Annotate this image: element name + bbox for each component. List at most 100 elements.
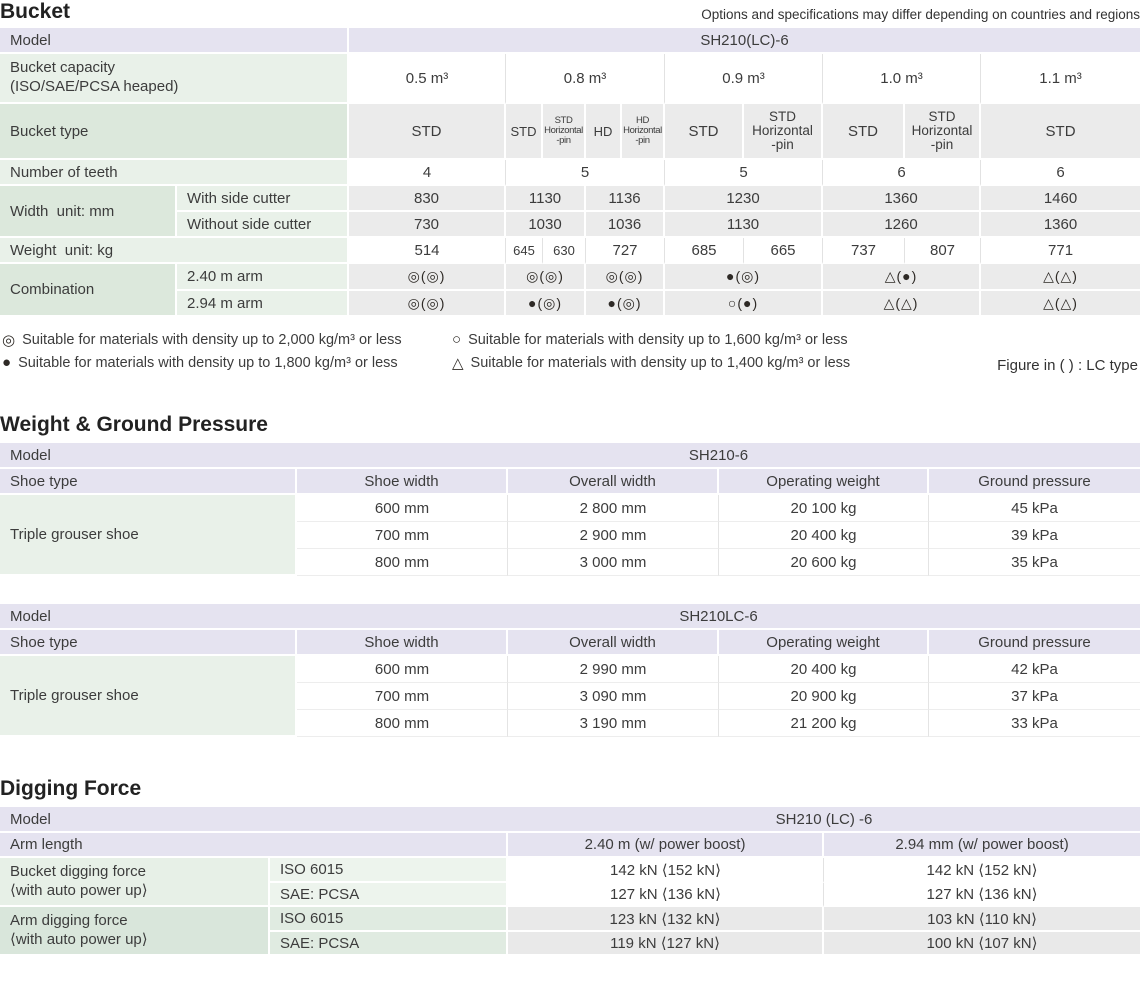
wgp-table-sh210lc: Model SH210LC-6 Shoe type Shoe width Ove…	[0, 604, 1140, 737]
overall-width-cell: 3 090 mm	[508, 683, 719, 710]
width-without-row: Without side cutter 730 1030 1036 1130 1…	[0, 212, 1140, 238]
wgp-data-row: 700 mm 3 090 mm 20 900 kg 37 kPa	[0, 683, 1140, 710]
model-value: SH210 (LC) -6	[508, 807, 1140, 833]
width-with-row: Width unit: mm With side cutter 830 1130…	[0, 186, 1140, 238]
spec-note: Options and specifications may differ de…	[701, 7, 1140, 22]
overall-width-cell: 3 000 mm	[508, 549, 719, 576]
weight-label: Weight unit: kg	[0, 238, 350, 264]
ground-pressure-cell: 37 kPa	[929, 683, 1140, 710]
wgp-header-row: Shoe type Shoe width Overall width Opera…	[0, 630, 1140, 656]
shoe-width-cell: 800 mm	[297, 549, 508, 576]
model-value: SH210-6	[297, 443, 1140, 469]
wgp-model-row: Model SH210-6	[0, 443, 1140, 469]
bucket-force-cell: 127 kN ⟨136 kN⟩	[824, 883, 1140, 907]
combination-cell: △(△)	[981, 264, 1140, 291]
arm-force-iso-row: Arm digging force ⟨with auto power up⟩ I…	[0, 907, 1140, 956]
weight-cell: 514	[349, 238, 507, 264]
column-header: Ground pressure	[929, 469, 1140, 495]
open-circle-icon: ○	[452, 331, 462, 348]
bucket-type-row: Bucket type STD STD STD Horizontal -pin …	[0, 104, 1140, 160]
wgp-model-row: Model SH210LC-6	[0, 604, 1140, 630]
column-header: Overall width	[508, 469, 719, 495]
iso-standard-label: ISO 6015	[270, 907, 509, 932]
overall-width-cell: 2 990 mm	[508, 656, 719, 683]
ground-pressure-cell: 35 kPa	[929, 549, 1140, 576]
arm-column-header: 2.40 m (w/ power boost)	[508, 833, 825, 858]
teeth-cell: 5	[665, 160, 824, 186]
bucket-type-cell: STD	[665, 104, 745, 160]
arm-294-label: 2.94 m arm	[177, 291, 350, 317]
combination-label: Combination	[0, 264, 177, 317]
teeth-row: Number of teeth 4 5 5 6 6	[0, 160, 1140, 186]
bucket-type-cell: STD	[981, 104, 1140, 160]
legend-text: Suitable for materials with density up t…	[18, 354, 398, 371]
shoe-width-cell: 600 mm	[297, 495, 508, 522]
capacity-cell: 1.1 m³	[981, 54, 1140, 104]
operating-weight-cell: 20 100 kg	[719, 495, 929, 522]
triangle-icon: △	[452, 354, 464, 372]
arm-force-cell: 123 kN ⟨132 kN⟩	[508, 907, 825, 932]
legend-text: Suitable for materials with density up t…	[468, 331, 848, 348]
arm-force-sae-row: SAE: PCSA 119 kN ⟨127 kN⟩ 100 kN ⟨107 kN…	[0, 932, 1140, 956]
digging-model-row: Model SH210 (LC) -6	[0, 807, 1140, 833]
combination-cell: ◎(◎)	[586, 264, 666, 291]
shoe-width-cell: 700 mm	[297, 522, 508, 549]
shoe-row-label: Triple grouser shoe	[0, 656, 297, 737]
wgp-header-row: Shoe type Shoe width Overall width Opera…	[0, 469, 1140, 495]
wgp-data-row: Triple grouser shoe 600 mm 2 990 mm 20 4…	[0, 656, 1140, 737]
combination-cell: △(△)	[981, 291, 1140, 317]
legend-note: Figure in ( ) : LC type	[997, 357, 1138, 374]
combination-cell: ●(◎)	[586, 291, 666, 317]
width-without-cell: 730	[349, 212, 507, 238]
width-with-cell: 1130	[506, 186, 587, 212]
combination-cell: ○(●)	[665, 291, 824, 317]
bucket-section-title: Bucket	[0, 0, 71, 23]
bucket-type-cell: STD	[506, 104, 544, 160]
wgp-data-row: Triple grouser shoe 600 mm 2 800 mm 20 1…	[0, 495, 1140, 576]
combination-cell: △(△)	[823, 291, 982, 317]
operating-weight-cell: 21 200 kg	[719, 710, 929, 737]
teeth-cell: 6	[823, 160, 982, 186]
bucket-type-cell: STD Horizontal -pin	[905, 104, 982, 160]
legend-item: ● Suitable for materials with density up…	[2, 351, 402, 374]
wgp-section-title: Weight & Ground Pressure	[0, 413, 268, 436]
width-with-cell: 1360	[823, 186, 982, 212]
arm-length-label: Arm length	[0, 833, 509, 858]
ground-pressure-cell: 33 kPa	[929, 710, 1140, 737]
bucket-model-row: Model SH210(LC)-6	[0, 28, 1140, 54]
width-with-cell: 830	[349, 186, 507, 212]
combination-cell: △(●)	[823, 264, 982, 291]
model-label: Model	[0, 28, 350, 54]
filled-circle-icon: ●	[2, 354, 12, 371]
legend-item: ○ Suitable for materials with density up…	[452, 328, 850, 351]
width-without-cell: 1030	[506, 212, 587, 238]
ground-pressure-cell: 42 kPa	[929, 656, 1140, 683]
ground-pressure-cell: 45 kPa	[929, 495, 1140, 522]
bucket-capacity-row: Bucket capacity (ISO/SAE/PCSA heaped) 0.…	[0, 54, 1140, 104]
bucket-force-cell: 142 kN ⟨152 kN⟩	[508, 858, 825, 883]
arm-force-cell: 103 kN ⟨110 kN⟩	[824, 907, 1140, 932]
wgp-data-row: 800 mm 3 190 mm 21 200 kg 33 kPa	[0, 710, 1140, 737]
width-with-cell: 1460	[981, 186, 1140, 212]
bucket-type-label: Bucket type	[0, 104, 350, 160]
bucket-section-header: Bucket Options and specifications may di…	[0, 0, 1140, 24]
column-header: Shoe width	[297, 630, 508, 656]
teeth-cell: 6	[981, 160, 1140, 186]
model-label: Model	[0, 807, 509, 833]
weight-cell: 807	[905, 238, 982, 264]
bucket-type-cell: STD	[823, 104, 906, 160]
combination-294-row: 2.94 m arm ◎(◎) ●(◎) ●(◎) ○(●) △(△) △(△)	[0, 291, 1140, 317]
bucket-type-cell: HD Horizontal -pin	[622, 104, 666, 160]
overall-width-cell: 2 800 mm	[508, 495, 719, 522]
spec-page: Bucket Options and specifications may di…	[0, 0, 1140, 956]
digging-force-table: Model SH210 (LC) -6 Arm length 2.40 m (w…	[0, 807, 1140, 956]
shoe-width-cell: 800 mm	[297, 710, 508, 737]
width-without-cell: 1130	[665, 212, 824, 238]
model-label: Model	[0, 443, 297, 469]
teeth-cell: 4	[349, 160, 507, 186]
legend-item: △ Suitable for materials with density up…	[452, 351, 850, 374]
arm-240-label: 2.40 m arm	[177, 264, 350, 291]
column-header: Overall width	[508, 630, 719, 656]
column-header: Operating weight	[719, 630, 929, 656]
capacity-cell: 0.9 m³	[665, 54, 824, 104]
